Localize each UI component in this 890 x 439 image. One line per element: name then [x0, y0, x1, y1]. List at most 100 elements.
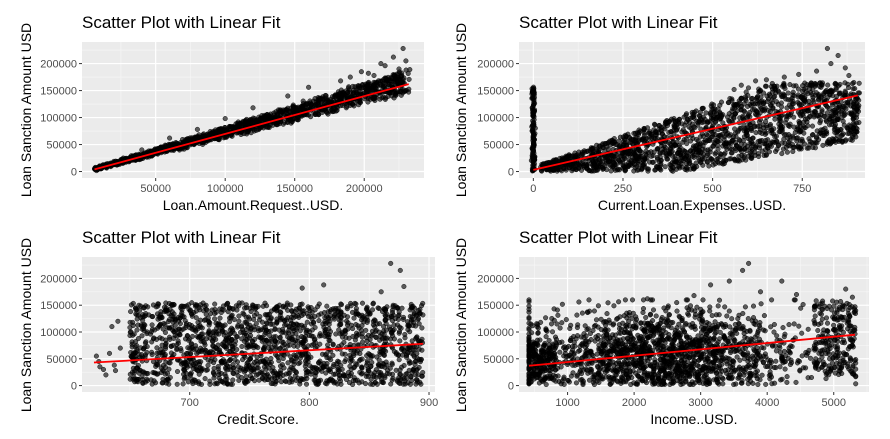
data-point — [753, 143, 759, 149]
data-point — [763, 77, 769, 83]
data-point — [253, 358, 260, 364]
data-point — [227, 357, 233, 363]
data-point — [264, 376, 270, 383]
data-point — [649, 159, 655, 165]
data-point — [724, 146, 730, 152]
data-point — [240, 310, 246, 316]
data-point — [756, 119, 762, 125]
data-point — [809, 92, 815, 98]
data-point — [684, 167, 690, 173]
data-point — [230, 377, 236, 383]
data-point — [755, 94, 761, 100]
data-point — [324, 364, 330, 370]
data-point — [772, 116, 778, 122]
data-point — [372, 318, 378, 324]
data-point — [217, 315, 223, 321]
data-point — [312, 314, 318, 320]
data-point — [189, 313, 195, 319]
data-point — [661, 134, 667, 140]
data-point — [811, 99, 817, 105]
data-point — [232, 342, 238, 348]
data-point — [353, 305, 359, 312]
data-point — [335, 366, 341, 373]
data-point — [581, 164, 587, 170]
data-point — [290, 108, 296, 114]
data-point — [676, 160, 682, 166]
data-point — [330, 342, 336, 348]
data-point — [671, 123, 678, 129]
data-point — [717, 138, 723, 144]
data-point — [155, 361, 161, 367]
data-point — [809, 110, 816, 116]
data-point — [154, 345, 160, 351]
data-point — [160, 326, 166, 332]
data-point — [240, 119, 246, 125]
data-point — [812, 145, 818, 151]
data-point — [201, 317, 208, 323]
data-point — [672, 142, 678, 148]
data-point — [419, 325, 425, 331]
data-point — [316, 333, 322, 339]
data-point — [841, 103, 847, 110]
data-point — [347, 74, 353, 80]
data-point — [400, 45, 406, 52]
data-point — [327, 338, 333, 344]
data-point — [213, 320, 219, 326]
panel-2-title: Scatter Plot with Linear Fit — [519, 13, 718, 32]
data-point — [345, 320, 351, 326]
y-tick-label: 100000 — [477, 113, 514, 125]
data-point — [696, 113, 702, 119]
data-point — [255, 325, 261, 331]
data-point — [800, 83, 806, 89]
data-point — [738, 96, 744, 102]
data-point — [174, 368, 181, 375]
data-point — [242, 319, 248, 325]
data-point — [184, 333, 191, 339]
data-point — [848, 103, 854, 109]
data-point — [296, 361, 302, 367]
data-point — [370, 95, 376, 101]
data-point — [307, 363, 313, 369]
data-point — [823, 129, 829, 136]
data-point — [703, 110, 709, 116]
data-point — [365, 70, 371, 76]
data-point — [719, 160, 725, 166]
data-point — [369, 359, 375, 366]
data-point — [239, 375, 245, 381]
data-point — [797, 111, 803, 117]
data-point — [249, 376, 255, 382]
data-point — [251, 366, 257, 372]
data-point — [744, 114, 750, 120]
data-point — [622, 132, 628, 138]
data-point — [531, 136, 537, 142]
data-point — [693, 136, 699, 142]
data-point — [399, 364, 405, 370]
data-point — [148, 377, 154, 383]
data-point — [266, 311, 272, 317]
data-point — [198, 338, 204, 344]
data-point — [239, 343, 245, 350]
data-point — [293, 306, 299, 312]
data-point — [168, 302, 175, 308]
data-point — [641, 135, 647, 141]
data-point — [353, 377, 359, 384]
data-point — [531, 90, 537, 96]
x-tick-label: 100000 — [207, 183, 244, 195]
data-point — [403, 371, 409, 377]
data-point — [229, 306, 235, 312]
data-point — [343, 105, 349, 111]
data-point — [856, 119, 862, 126]
data-point — [202, 347, 208, 353]
data-point — [852, 86, 858, 92]
data-point — [401, 376, 407, 382]
data-point — [530, 148, 536, 154]
data-point — [373, 374, 379, 380]
data-point — [243, 366, 249, 372]
data-point — [708, 115, 715, 121]
data-point — [290, 365, 296, 372]
data-point — [264, 371, 270, 377]
panel-1-title: Scatter Plot with Linear Fit — [82, 13, 281, 32]
data-point — [212, 301, 218, 307]
data-point — [824, 45, 830, 52]
data-point — [222, 116, 228, 122]
